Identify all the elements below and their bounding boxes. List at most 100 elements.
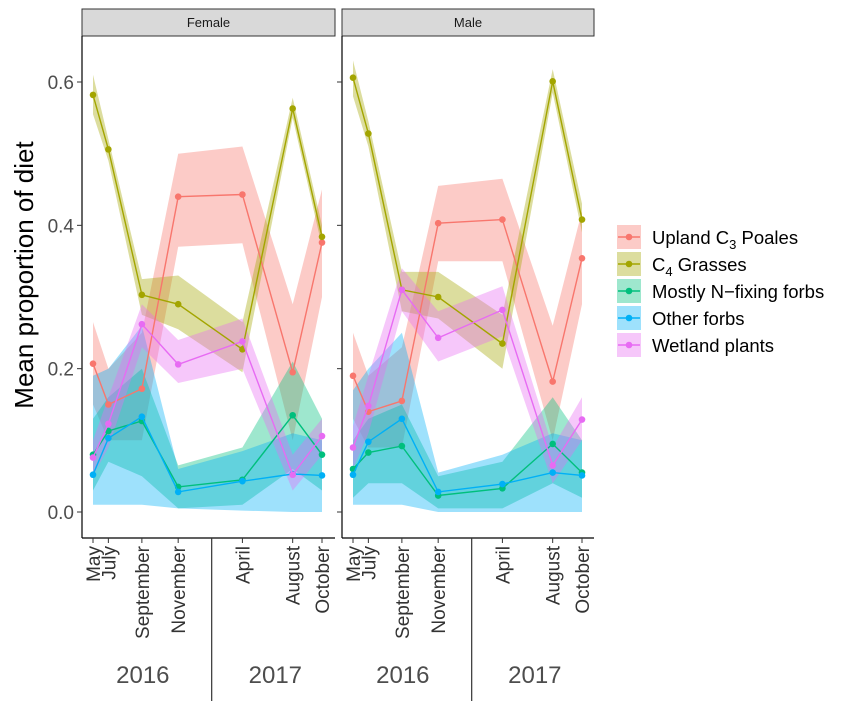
point-other-forbs — [318, 472, 326, 479]
ribbon-other-forbs — [353, 332, 582, 512]
legend-label-text: C — [652, 254, 665, 275]
point-c4-grasses — [349, 74, 357, 81]
legend-label-text: Mostly N−fixing forbs — [652, 281, 824, 302]
point-c4-grasses — [89, 91, 97, 99]
point-mostly-n-fixing-forbs — [398, 442, 406, 450]
ribbon-upland-c3-poales — [353, 178, 582, 448]
point-c4-grasses — [578, 216, 586, 223]
point-wetland-plants — [499, 306, 506, 314]
y-tick-label: 0.0 — [48, 503, 74, 524]
point-c4-grasses — [549, 77, 556, 85]
y-tick-label: 0.2 — [48, 360, 74, 381]
legend-key-point — [625, 287, 633, 295]
legend-key-point — [625, 233, 633, 241]
point-other-forbs — [239, 477, 246, 485]
point-other-forbs — [434, 488, 442, 496]
x-tick-label: September — [133, 545, 154, 639]
point-mostly-n-fixing-forbs — [318, 451, 326, 458]
point-upland-c3-poales — [318, 239, 326, 246]
point-upland-c3-poales — [549, 378, 556, 385]
strip-male — [341, 8, 595, 37]
x-tick-label: October — [573, 545, 594, 613]
point-upland-c3-poales — [578, 254, 586, 262]
strip-female — [81, 8, 336, 37]
x-tick-label: November — [169, 545, 190, 633]
point-other-forbs — [499, 480, 506, 488]
strip-title: Male — [454, 15, 482, 30]
point-upland-c3-poales — [289, 368, 296, 376]
year-label: 2016 — [376, 662, 429, 689]
point-wetland-plants — [318, 432, 326, 440]
point-wetland-plants — [105, 420, 112, 428]
point-wetland-plants — [289, 471, 296, 479]
point-c4-grasses — [365, 130, 372, 137]
x-tick-label: April — [233, 546, 254, 584]
point-mostly-n-fixing-forbs — [105, 427, 112, 435]
legend-label: Wetland plants — [652, 335, 774, 356]
point-other-forbs — [138, 413, 146, 420]
ribbon-upland-c3-poales — [93, 146, 322, 441]
legend-label-text: Other forbs — [652, 308, 745, 329]
point-other-forbs — [105, 434, 112, 442]
legend-label-subscript: 3 — [729, 237, 736, 252]
x-tick-label: November — [429, 545, 450, 633]
point-other-forbs — [349, 471, 357, 479]
x-tick-label: May — [84, 546, 105, 582]
point-wetland-plants — [549, 462, 556, 469]
legend-item-4: Other forbs — [617, 306, 745, 330]
legend-label-text: Wetland plants — [652, 335, 774, 356]
year-label: 2017 — [249, 662, 302, 689]
point-upland-c3-poales — [349, 372, 357, 380]
x-tick-label: August — [284, 545, 305, 605]
point-upland-c3-poales — [105, 401, 112, 408]
y-tick-label: 0.4 — [48, 216, 75, 237]
point-mostly-n-fixing-forbs — [289, 411, 296, 419]
legend-item-1: Upland C3 Poales — [617, 225, 798, 252]
legend-key-point — [625, 314, 633, 322]
point-wetland-plants — [434, 334, 442, 342]
ribbon-mostly-n-fixing-forbs — [353, 397, 582, 509]
point-wetland-plants — [349, 444, 357, 451]
year-label: 2016 — [116, 662, 169, 689]
y-axis-label: Mean proportion of diet — [9, 141, 39, 409]
legend-label-text: Grasses — [673, 254, 747, 275]
point-upland-c3-poales — [89, 360, 97, 367]
point-upland-c3-poales — [398, 397, 406, 405]
point-other-forbs — [549, 469, 556, 476]
legend-item-2: C4 Grasses — [617, 252, 747, 279]
point-wetland-plants — [89, 454, 97, 461]
ribbon-wetland-plants — [93, 304, 322, 491]
legend-key-point — [625, 260, 633, 268]
point-mostly-n-fixing-forbs — [549, 440, 556, 448]
ribbon-c4-grasses — [93, 74, 322, 373]
legend-item-5: Wetland plants — [617, 333, 774, 357]
point-other-forbs — [578, 472, 586, 479]
point-c4-grasses — [434, 293, 442, 301]
point-c4-grasses — [174, 300, 182, 308]
point-c4-grasses — [289, 105, 296, 112]
point-upland-c3-poales — [434, 219, 442, 227]
x-tick-label: April — [493, 546, 514, 584]
point-upland-c3-poales — [174, 193, 182, 200]
legend-label-subscript: 4 — [665, 264, 672, 279]
point-wetland-plants — [578, 416, 586, 423]
legend-label: Mostly N−fixing forbs — [652, 281, 824, 302]
point-other-forbs — [365, 438, 372, 446]
point-wetland-plants — [239, 338, 246, 345]
point-other-forbs — [174, 488, 182, 496]
point-other-forbs — [89, 471, 97, 479]
point-c4-grasses — [499, 340, 506, 347]
point-c4-grasses — [138, 291, 146, 299]
strip-title: Female — [187, 15, 230, 30]
point-other-forbs — [398, 415, 406, 423]
ribbon-mostly-n-fixing-forbs — [93, 361, 322, 509]
ribbon-wetland-plants — [353, 268, 582, 484]
legend-label: C4 Grasses — [652, 254, 747, 279]
legend-item-3: Mostly N−fixing forbs — [617, 279, 824, 303]
point-upland-c3-poales — [499, 216, 506, 223]
